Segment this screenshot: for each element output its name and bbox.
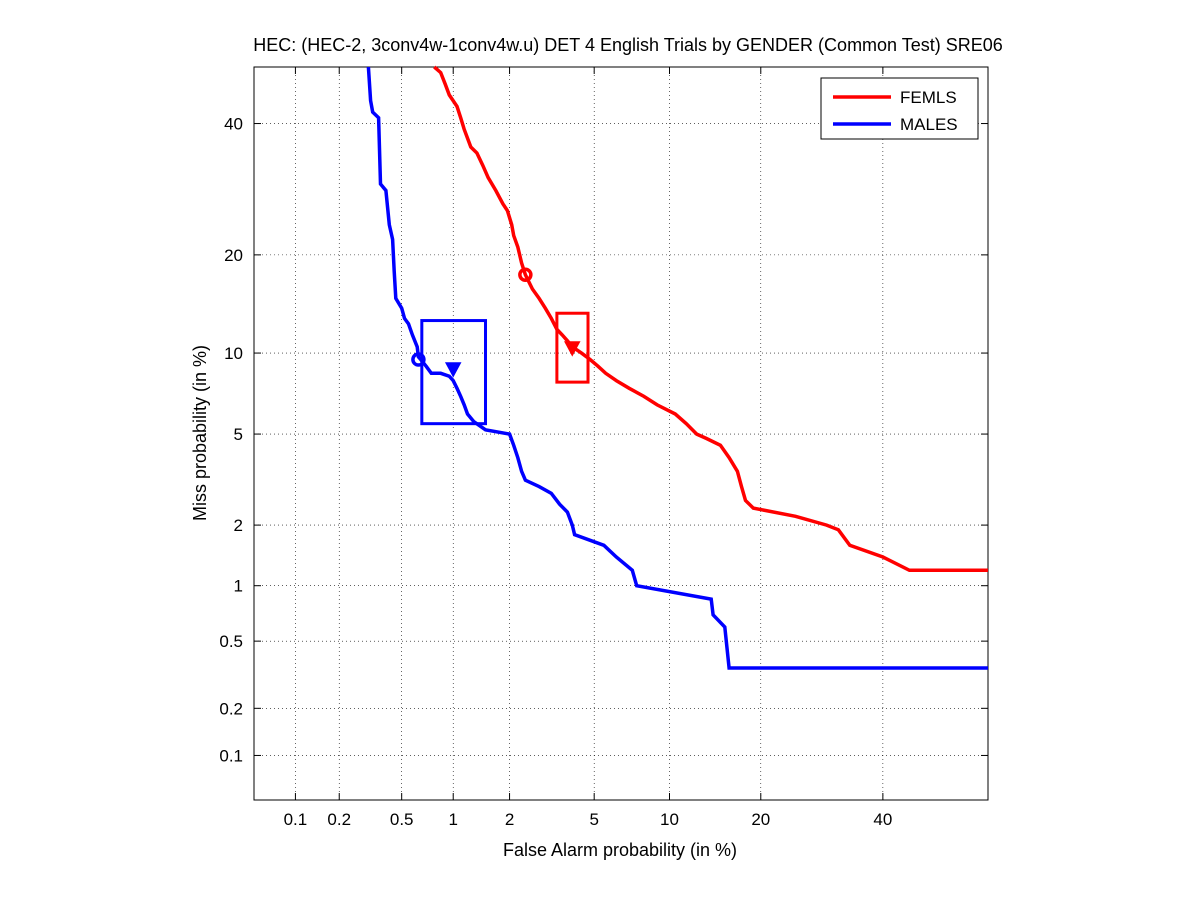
legend: FEMLS MALES (820, 77, 979, 140)
series-femls (433, 65, 988, 573)
chart-title: HEC: (HEC-2, 3conv4w-1conv4w.u) DET 4 En… (253, 35, 1003, 55)
y-tick-label: 5 (234, 425, 243, 444)
y-tick-label: 40 (224, 115, 243, 134)
legend-box (820, 77, 979, 140)
x-tick-label: 0.5 (390, 810, 414, 829)
x-tick-label: 2 (505, 810, 514, 829)
x-tick-label: 40 (873, 810, 892, 829)
series-layer (366, 65, 988, 670)
y-tick-label: 20 (224, 246, 243, 265)
males-min-dcf-marker (444, 362, 462, 378)
femls-actual-dcf-marker (518, 267, 533, 283)
x-tick-label: 5 (589, 810, 598, 829)
males-det-curve (366, 66, 988, 670)
males-confidence-box (420, 319, 488, 426)
y-tick-label: 1 (234, 577, 243, 596)
x-tick-label: 10 (660, 810, 679, 829)
males-actual-dcf-marker (411, 352, 426, 367)
legend-label-femls: FEMLS (900, 88, 957, 107)
series-males (366, 66, 988, 670)
y-tick-label: 0.2 (219, 699, 243, 718)
femls-det-curve (433, 65, 988, 573)
x-tick-label: 1 (448, 810, 457, 829)
y-tick-label: 0.1 (219, 746, 243, 765)
x-tick-label: 0.1 (284, 810, 308, 829)
femls-min-dcf-marker (564, 341, 581, 357)
y-tick-label: 2 (234, 516, 243, 535)
legend-label-males: MALES (900, 115, 958, 134)
y-tick-label: 0.5 (219, 632, 243, 651)
y-tick-label: 10 (224, 344, 243, 363)
x-tick-label: 20 (751, 810, 770, 829)
femls-confidence-box (555, 311, 590, 384)
x-axis: 0.1 0.2 0.5 1 2 5 10 20 40 (284, 67, 892, 829)
x-tick-label: 0.2 (327, 810, 351, 829)
x-axis-label: False Alarm probability (in %) (503, 840, 737, 860)
plot-frame (253, 66, 989, 801)
y-axis: 0.1 0.2 0.5 1 2 5 10 20 40 (219, 115, 988, 765)
y-axis-label: Miss probability (in %) (190, 345, 210, 521)
